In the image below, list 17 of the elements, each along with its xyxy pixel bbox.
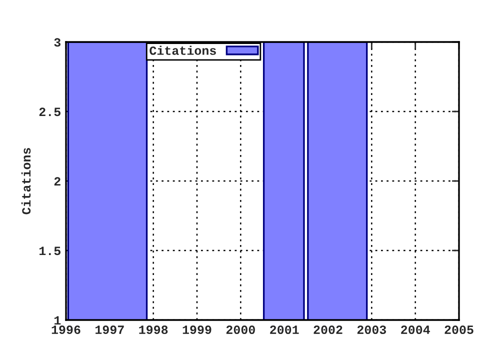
legend-label: Citations — [150, 46, 216, 55]
y-tick-label: 2.5 — [39, 108, 60, 116]
x-tick-label: 1998 — [139, 326, 168, 334]
y-tick-label: 2 — [54, 177, 60, 186]
x-tick-label: 1996 — [52, 326, 80, 334]
x-tick-label: 2004 — [401, 326, 430, 334]
y-axis-title: Citations — [21, 148, 31, 214]
y-tick-label: 1.5 — [39, 246, 60, 256]
y-tick-label: 1 — [54, 316, 61, 325]
x-tick-label: 2005 — [444, 326, 474, 334]
x-tick-label: 2002 — [314, 326, 342, 334]
x-tick-label: 1999 — [182, 326, 212, 334]
x-tick-label: 2001 — [270, 326, 299, 334]
x-tick-label: 2000 — [226, 326, 255, 334]
x-tick-label: 1997 — [96, 326, 124, 334]
y-tick-label: 3 — [54, 38, 61, 47]
x-tick-label: 2003 — [357, 326, 386, 334]
